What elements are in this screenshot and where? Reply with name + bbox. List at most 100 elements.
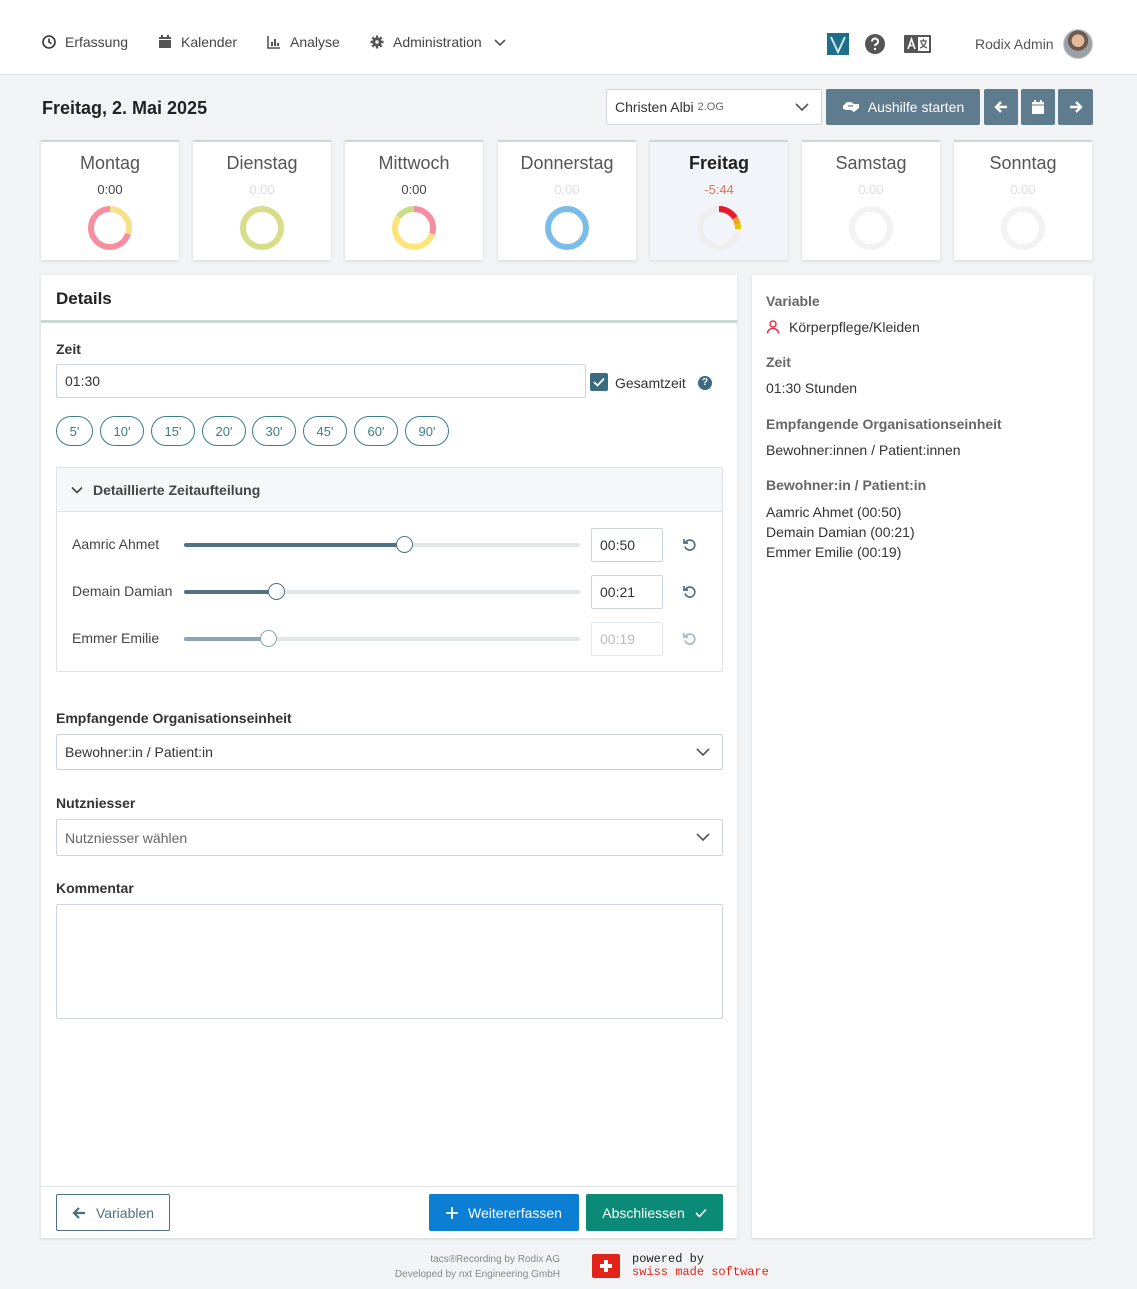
day-card-sonntag[interactable]: Sonntag 0:00	[954, 140, 1092, 260]
beneficiary-select[interactable]: Nutzniesser wählen	[56, 819, 723, 856]
swiss-made-badge[interactable]: powered by swiss made software	[632, 1253, 769, 1279]
day-donut-chart	[1001, 206, 1045, 250]
summary-resident: Emmer Emilie (00:19)	[766, 544, 902, 560]
gesamtzeit-label[interactable]: Gesamtzeit	[615, 375, 686, 391]
breakdown-slider[interactable]	[184, 630, 580, 647]
quick-time-button[interactable]: 5'	[56, 416, 93, 446]
breakdown-time-input[interactable]: 00:50	[591, 528, 663, 562]
breakdown-slider[interactable]	[184, 583, 580, 600]
details-panel: Details Zeit 01:30 Gesamtzeit ? 5' 10' 15'…	[41, 275, 737, 1238]
nav-item-administration[interactable]: Administration	[369, 34, 508, 50]
nav-item-erfassung[interactable]: Erfassung	[41, 34, 128, 50]
day-card-montag[interactable]: Montag 0:00	[41, 140, 179, 260]
finish-button[interactable]: Abschliessen	[586, 1194, 723, 1231]
summary-resident: Demain Damian (00:21)	[766, 524, 915, 540]
details-title: Details	[56, 289, 112, 308]
handshake-icon	[842, 102, 859, 112]
nav-item-kalender[interactable]: Kalender	[157, 34, 237, 50]
continue-recording-label: Weitererfassen	[468, 1204, 562, 1221]
day-time: 0:00	[554, 182, 580, 197]
footer-developer: Developed by nxt Engineering GmbH	[394, 1269, 560, 1280]
day-card-mittwoch[interactable]: Mittwoch 0:00	[345, 140, 483, 260]
nav-label: Erfassung	[65, 34, 129, 50]
summary-variable-label: Variable	[766, 293, 820, 309]
slider-fill	[184, 543, 405, 547]
day-card-dienstag[interactable]: Dienstag 0:00	[193, 140, 331, 260]
previous-day-button[interactable]	[984, 89, 1018, 125]
continue-recording-button[interactable]: Weitererfassen	[429, 1194, 579, 1231]
clock-icon	[42, 35, 56, 49]
day-name: Freitag	[688, 153, 749, 173]
time-breakdown-toggle[interactable]: Detaillierte Zeitaufteilung	[57, 468, 722, 512]
chevron-down-icon	[71, 486, 83, 494]
slider-fill	[184, 590, 277, 594]
donut-segment	[88, 206, 132, 250]
next-day-button[interactable]	[1058, 89, 1093, 125]
quick-time-button[interactable]: 15'	[151, 416, 195, 446]
day-time: -5:44	[704, 182, 734, 197]
start-substitute-button[interactable]: Aushilfe starten	[826, 89, 980, 125]
reset-icon[interactable]	[682, 584, 698, 600]
summary-resident: Aamric Ahmet (00:50)	[766, 504, 902, 520]
donut-segment	[697, 206, 741, 250]
quick-time-button[interactable]: 45'	[303, 416, 347, 446]
reset-icon[interactable]	[682, 631, 698, 647]
slider-thumb[interactable]	[396, 536, 414, 553]
avatar[interactable]	[1063, 29, 1093, 59]
nav-item-analyse[interactable]: Analyse	[266, 34, 340, 50]
quick-time-button[interactable]: 60'	[354, 416, 398, 446]
nav-label: Analyse	[290, 34, 340, 50]
top-navigation: Erfassung Kalender Analyse Administratio…	[0, 0, 1137, 75]
quick-time-button[interactable]: 90'	[405, 416, 449, 446]
nav-label: Administration	[393, 34, 482, 50]
user-name[interactable]: Rodix Admin	[975, 36, 1054, 52]
day-card-freitag[interactable]: Freitag -5:44	[650, 140, 788, 260]
day-time: 0:00	[1010, 182, 1036, 197]
beneficiary-placeholder: Nutzniesser wählen	[65, 829, 188, 846]
gear-icon	[370, 35, 384, 49]
gesamtzeit-checkbox[interactable]	[590, 373, 608, 391]
time-breakdown-accordion: Detaillierte Zeitaufteilung Aamric Ahmet…	[56, 467, 723, 672]
day-name: Mittwoch	[378, 153, 450, 173]
chevron-down-icon	[795, 103, 809, 112]
reset-icon[interactable]	[682, 537, 698, 553]
finish-label: Abschliessen	[602, 1204, 685, 1221]
donut-segment	[240, 206, 284, 250]
person-icon	[766, 320, 780, 334]
quick-time-button[interactable]: 10'	[100, 416, 144, 446]
breakdown-slider[interactable]	[184, 536, 580, 553]
day-card-donnerstag[interactable]: Donnerstag 0:00	[498, 140, 636, 260]
quick-time-button[interactable]: 20'	[202, 416, 246, 446]
day-donut-chart	[240, 206, 284, 250]
back-to-variables-button[interactable]: Variablen	[56, 1194, 170, 1231]
translate-icon[interactable]	[904, 33, 931, 55]
breakdown-time-input[interactable]: 00:21	[591, 575, 663, 609]
arrow-left-icon	[994, 101, 1007, 113]
pick-date-button[interactable]	[1021, 89, 1055, 125]
quick-time-button[interactable]: 30'	[252, 416, 296, 446]
calendar-icon	[1032, 100, 1044, 114]
slider-thumb[interactable]	[259, 630, 277, 647]
comment-textarea[interactable]	[56, 904, 723, 1019]
person-select[interactable]: Christen Albi 2.OG	[606, 89, 822, 125]
day-card-samstag[interactable]: Samstag 0:00	[802, 140, 940, 260]
day-donut-chart	[392, 206, 436, 250]
zeit-input[interactable]: 01:30	[56, 364, 586, 398]
help-icon[interactable]: ?	[698, 376, 712, 390]
day-time: 0:00	[858, 182, 884, 197]
calendar-icon	[159, 35, 171, 48]
breakdown-time-input[interactable]: 00:19	[591, 622, 663, 656]
day-donut-chart	[697, 206, 741, 250]
org-label: Empfangende Organisationseinheit	[56, 710, 292, 726]
org-select[interactable]: Bewohner:in / Patient:in	[56, 734, 723, 770]
check-icon	[593, 377, 605, 387]
app-logo-icon[interactable]	[826, 33, 850, 55]
start-substitute-label: Aushilfe starten	[867, 99, 965, 115]
summary-org-value: Bewohner:innen / Patient:innen	[766, 442, 961, 458]
help-icon[interactable]	[863, 33, 887, 55]
person-select-value: Christen Albi	[615, 99, 694, 115]
time-breakdown-title: Detaillierte Zeitaufteilung	[93, 481, 261, 498]
person-select-sub: 2.OG	[697, 101, 724, 113]
slider-thumb[interactable]	[268, 583, 286, 600]
summary-zeit-label: Zeit	[766, 354, 791, 370]
